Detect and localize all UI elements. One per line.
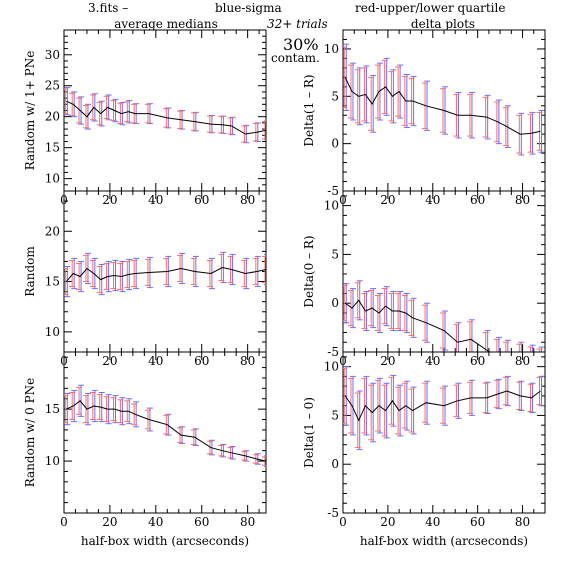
- x-tick-label: 20: [102, 193, 117, 207]
- x-tick-label: 40: [148, 354, 163, 368]
- x-tick-label: 20: [380, 193, 395, 207]
- x-tick-label: 20: [380, 515, 395, 529]
- x-axis-label: half-box width (arcseconds): [81, 534, 249, 548]
- x-tick-label: 80: [515, 354, 530, 368]
- y-tick-label: 10: [324, 42, 339, 56]
- y-tick-label: 5: [331, 247, 339, 261]
- y-tick-label: 5: [331, 408, 339, 422]
- y-axis-label: Delta(1 – R): [302, 74, 316, 146]
- y-tick-label: 5: [331, 89, 339, 103]
- data-layer: [343, 366, 545, 451]
- median-line: [65, 266, 266, 282]
- y-tick-label: 10: [45, 454, 60, 468]
- data-layer: [64, 251, 266, 298]
- y-tick-label: 15: [45, 275, 60, 289]
- panel-frame: [63, 29, 267, 192]
- x-tick-label: 80: [240, 193, 255, 207]
- x-tick-label: 80: [515, 515, 530, 529]
- y-tick-label: 10: [45, 325, 60, 339]
- data-layer: [64, 384, 266, 467]
- x-tick-label: 80: [240, 515, 255, 529]
- y-axis-label: Random: [23, 246, 37, 297]
- x-tick-label: 40: [148, 515, 163, 529]
- y-tick-label: 20: [45, 224, 60, 238]
- y-tick-label: 0: [331, 457, 339, 471]
- x-tick-label: 20: [380, 354, 395, 368]
- right-column-title: delta plots: [411, 17, 475, 31]
- y-tick-label: -5: [327, 506, 339, 520]
- median-line: [344, 390, 541, 422]
- y-tick-label: 10: [45, 172, 60, 186]
- y-tick-label: -5: [327, 184, 339, 198]
- x-tick-label: 60: [194, 354, 209, 368]
- y-axis-label: Random w/ 1+ PNe: [23, 51, 37, 171]
- x-tick-label: 0: [60, 515, 68, 529]
- median-line: [66, 400, 266, 462]
- header-file-label: 3.fits –: [88, 1, 128, 15]
- x-tick-label: 40: [425, 354, 440, 368]
- y-axis-label: Random w/ 0 PNe: [23, 378, 37, 488]
- y-tick-label: 20: [45, 110, 60, 124]
- x-tick-label: 80: [240, 354, 255, 368]
- y-tick-label: 15: [45, 141, 60, 155]
- x-tick-label: 60: [470, 515, 485, 529]
- x-tick-label: 40: [425, 193, 440, 207]
- median-line: [66, 100, 266, 135]
- y-tick-label: 0: [331, 137, 339, 151]
- x-tick-label: 20: [102, 354, 117, 368]
- x-tick-label: 40: [148, 193, 163, 207]
- x-tick-label: 40: [425, 515, 440, 529]
- y-tick-label: 0: [331, 296, 339, 310]
- data-layer: [343, 280, 545, 352]
- header-blue-legend: blue-sigma: [215, 1, 282, 15]
- x-tick-label: 60: [470, 354, 485, 368]
- y-tick-label: 10: [324, 360, 339, 374]
- y-tick-label: 15: [45, 402, 60, 416]
- x-tick-label: 60: [194, 193, 209, 207]
- x-tick-label: 60: [194, 515, 209, 529]
- x-tick-label: 80: [515, 193, 530, 207]
- y-axis-label: Delta(1 – 0): [302, 397, 316, 468]
- median-line: [344, 77, 541, 135]
- y-tick-label: 25: [45, 79, 60, 93]
- x-tick-label: 20: [102, 515, 117, 529]
- header-contam-word: contam.: [271, 51, 320, 65]
- data-layer: [343, 43, 545, 156]
- x-tick-label: 0: [339, 515, 347, 529]
- header-red-legend: red-upper/lower quartile: [355, 1, 505, 15]
- x-axis-label: half-box width (arcseconds): [360, 534, 528, 548]
- header-trials: 32+ trials: [267, 17, 328, 31]
- y-tick-label: 10: [324, 199, 339, 213]
- header-contam-pct: 30%: [283, 35, 319, 54]
- left-column-title: average medians: [114, 17, 218, 31]
- header: 3.fits – blue-sigma red-upper/lower quar…: [88, 1, 505, 65]
- x-tick-label: 60: [470, 193, 485, 207]
- y-tick-label: -5: [327, 345, 339, 359]
- y-tick-label: 30: [45, 48, 60, 62]
- panel-left-bot: 0 20 40 60 80 10 15 Random w/ 0 PNe half-box wid…: [23, 351, 267, 548]
- panels: 0 20 40 60 80 10 15 20 25 30 Random w/ 1+ PNe 0 20 40…: [23, 29, 546, 548]
- data-layer: [64, 87, 266, 144]
- y-axis-label: Delta(0 – R): [302, 235, 316, 307]
- panel-frame: [63, 351, 267, 514]
- median-line: [344, 299, 491, 352]
